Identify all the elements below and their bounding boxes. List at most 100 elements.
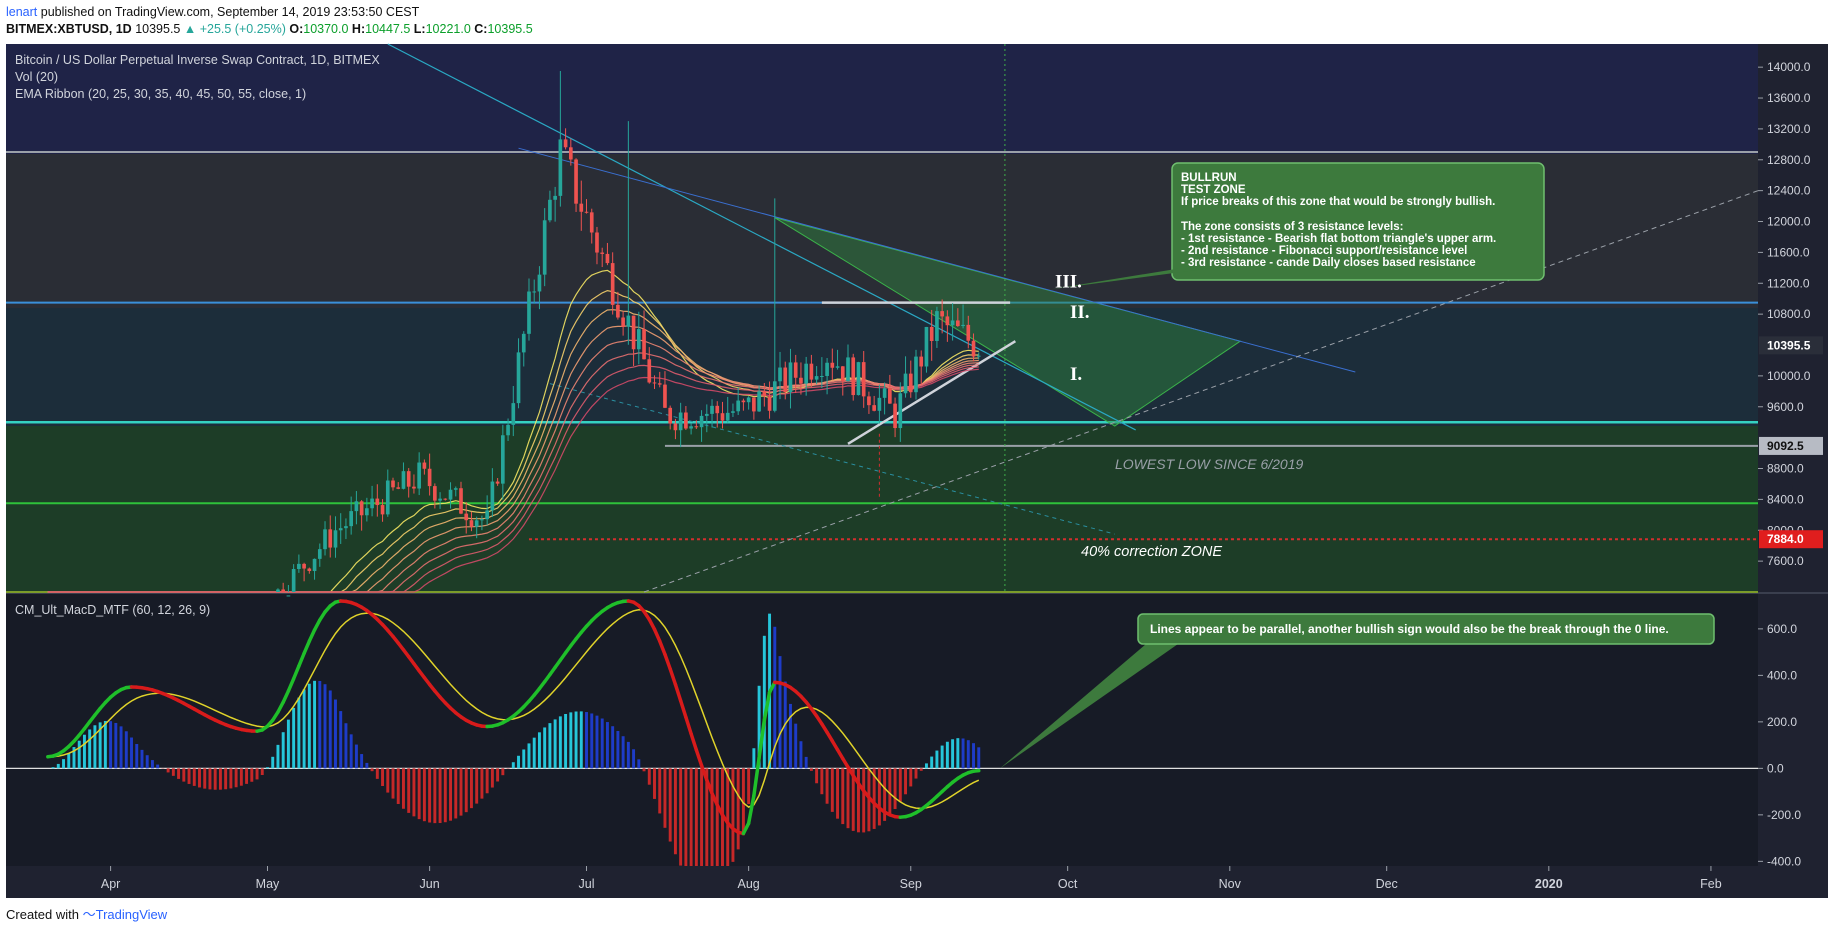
author-link[interactable]: lenart (6, 5, 38, 19)
candle-body (412, 486, 416, 489)
macd-annotation-text: Lines appear to be parallel, another bul… (1150, 622, 1669, 636)
candle-body (725, 412, 730, 421)
macd-histogram-bar (605, 722, 609, 769)
macd-histogram-bar (260, 768, 264, 776)
macd-line-segment (741, 821, 751, 836)
macd-histogram-bar (590, 713, 594, 769)
macd-histogram-bar (370, 768, 374, 772)
macd-line-segment (705, 778, 714, 796)
candle-body (961, 324, 965, 327)
macd-histogram-bar (281, 732, 285, 769)
upper-trendline (518, 147, 1356, 373)
macd-annotation-box (1137, 613, 1715, 645)
macd-line-segment (752, 756, 761, 798)
macd-histogram-bar (647, 768, 651, 785)
macd-histogram-bar (485, 768, 489, 794)
macd-histogram-bar (705, 768, 709, 866)
candle-body (302, 563, 306, 569)
macd-histogram-bar (417, 768, 421, 820)
candle-body (443, 498, 448, 500)
time-axis-label: May (256, 877, 280, 891)
macd-histogram-bar (579, 711, 583, 769)
candle-body (673, 423, 678, 431)
price-axis-label: 10800.0 (1767, 307, 1811, 321)
macd-histogram-bar (804, 756, 808, 769)
macd-histogram-bar (140, 749, 144, 769)
macd-histogram-bar (731, 768, 735, 862)
macd-histogram-bar (851, 768, 855, 831)
candle-body (757, 391, 761, 412)
macd-histogram-bar (632, 749, 636, 769)
candle-body (851, 357, 856, 396)
macd-histogram-bar (130, 737, 133, 769)
macd-histogram-bar (344, 723, 348, 769)
macd-line-segment (652, 627, 662, 643)
price-axis-label: 8800.0 (1767, 462, 1804, 476)
price-tag-label: 7884.0 (1767, 532, 1804, 546)
candle-body (704, 413, 709, 416)
price-axis-label: 9600.0 (1767, 400, 1804, 414)
macd-histogram-bar (600, 718, 604, 769)
macd-histogram-bar (407, 768, 411, 813)
macd-histogram-bar (360, 754, 364, 769)
dashed-projection (549, 383, 1115, 535)
macd-histogram-bar (266, 767, 269, 769)
candle-body (422, 462, 427, 469)
candle-body (589, 212, 594, 233)
macd-histogram-bar (402, 768, 405, 809)
macd-axis-label: 400.0 (1767, 668, 1797, 682)
macd-histogram-bar (323, 684, 327, 769)
macd-histogram-bar (229, 768, 233, 789)
macd-histogram-bar (809, 768, 813, 771)
macd-histogram-bar (490, 768, 494, 788)
macd-histogram-bar (93, 725, 97, 769)
candle-body (956, 320, 960, 327)
annotation-zone-title: BULLRUN (1181, 172, 1237, 184)
chart-header: lenart published on TradingView.com, Sep… (6, 4, 533, 38)
macd-histogram-bar (213, 768, 217, 790)
bullrun-annotation-box (1171, 162, 1545, 281)
macd-histogram-bar (778, 656, 782, 769)
macd-line-segment (297, 651, 306, 668)
candle-body (867, 396, 871, 406)
macd-histogram-bar (422, 768, 426, 822)
candle-body (872, 405, 876, 411)
macd-histogram-bar (166, 768, 170, 773)
tradingview-link[interactable]: TradingView (95, 907, 168, 922)
macd-histogram-bar (62, 759, 65, 769)
candle-body (323, 529, 327, 550)
candle-body (558, 139, 563, 196)
macd-histogram-bar (224, 768, 228, 790)
macd-histogram-bar (836, 768, 840, 819)
macd-histogram-bar (820, 768, 824, 795)
macd-histogram-bar (475, 768, 479, 804)
macd-histogram-bar (710, 768, 714, 866)
macd-histogram-bar (726, 768, 730, 866)
candle-body (516, 352, 521, 404)
triangle-lower-arm (847, 340, 1017, 445)
candle-body (752, 397, 756, 412)
candle-body (469, 520, 474, 527)
macd-histogram-bar (307, 683, 311, 769)
candle-body (396, 487, 401, 489)
candle-body (663, 384, 667, 408)
candle-body (584, 211, 589, 213)
macd-histogram-bar (799, 741, 803, 769)
macd-histogram-bar (684, 768, 688, 866)
macd-line-segment (684, 715, 693, 736)
macd-histogram-bar (396, 768, 400, 804)
candle-body (349, 511, 354, 527)
candle-body (433, 486, 437, 501)
candle-body (678, 412, 683, 431)
macd-histogram-bar (313, 680, 317, 769)
candle-body (459, 488, 463, 514)
macd-histogram-bar (145, 755, 149, 769)
candle-body (694, 426, 699, 428)
created-with-text: Created with (6, 907, 79, 922)
candle-body (840, 366, 845, 382)
macd-histogram-bar (109, 721, 113, 769)
macd-histogram-bar (496, 768, 500, 782)
candle-body (406, 471, 411, 487)
bullrun-annotation-pointer (1050, 268, 1212, 290)
